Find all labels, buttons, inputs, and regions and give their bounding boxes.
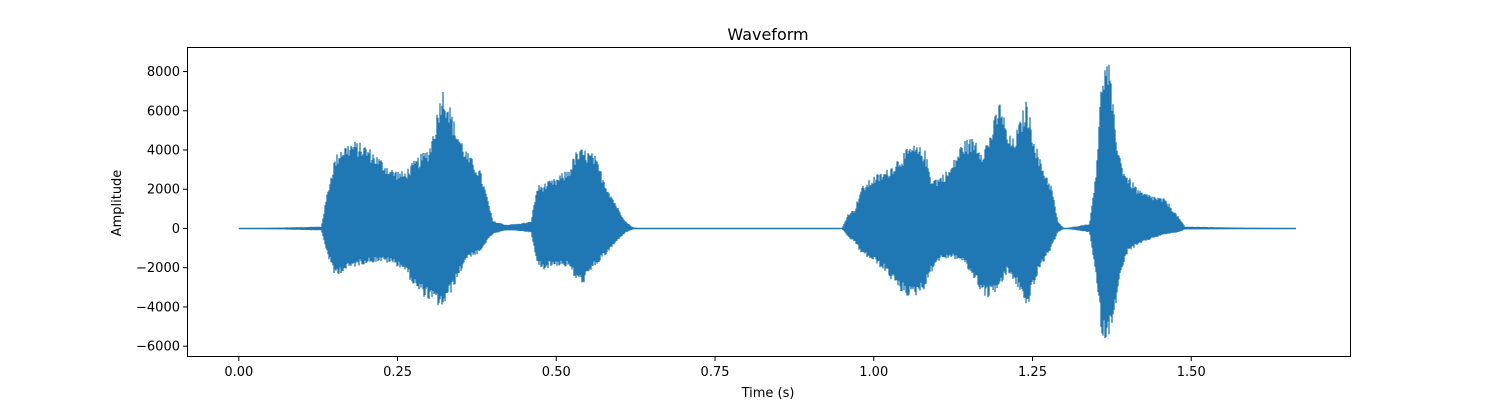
x-axis-label: Time (s) [741,386,795,400]
axes-layer [187,47,1351,357]
x-tick-label: 0.75 [701,365,730,380]
y-tick-label: −6000 [136,340,180,355]
chart-title: Waveform [727,25,808,44]
x-tick-label: 1.25 [1018,365,1047,380]
x-axis-ticks: 0.00 0.25 0.50 0.75 1.00 1.25 1.50 [224,356,1206,380]
y-tick-label: 2000 [147,183,180,198]
y-axis-label: Amplitude [110,170,125,237]
x-tick-label: 0.50 [542,365,571,380]
y-tick-label: 0 [172,222,180,237]
x-tick-label: 0.25 [383,365,412,380]
waveform-signal [251,64,1274,339]
y-tick-label: 4000 [147,144,180,159]
y-tick-label: 6000 [147,104,180,119]
x-tick-label: 1.50 [1177,365,1206,380]
y-tick-label: −2000 [136,261,180,276]
x-tick-label: 0.00 [224,365,253,380]
y-axis-ticks: −6000 −4000 −2000 0 2000 4000 6000 8000 [136,65,188,355]
y-tick-label: 8000 [147,65,180,80]
x-tick-label: 1.00 [859,365,888,380]
plot-frame [187,47,1351,357]
y-tick-label: −4000 [136,300,180,315]
plot-layer [238,64,1297,339]
